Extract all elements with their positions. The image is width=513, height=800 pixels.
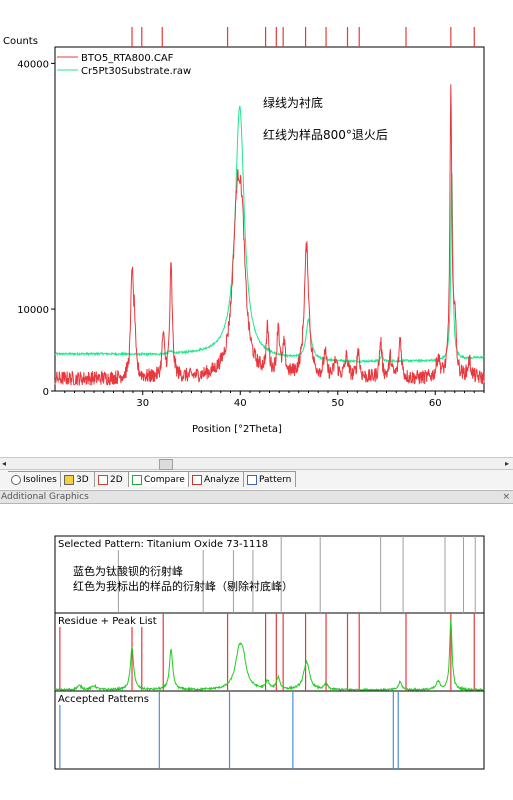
plot-area <box>54 46 485 392</box>
xrd-main-chart: 30 40 50 60 0 10000 40000 BTO5_RTA800.CAF Cr5P… <box>3 27 485 435</box>
compare-icon <box>132 474 142 485</box>
selected-pattern-label: Selected Pattern: Titanium Oxide 73-1118 <box>58 539 268 550</box>
panel-title: Additional Graphics <box>1 492 89 502</box>
y-axis-label: Counts <box>3 36 38 47</box>
residue-trace <box>54 619 484 692</box>
scroll-right-icon[interactable]: ▸ <box>504 459 509 468</box>
y-tick-label: 0 <box>43 387 49 398</box>
2d-icon <box>98 474 108 485</box>
isolines-icon <box>11 474 21 485</box>
annotation-blue-note: 蓝色为钛酸钡的衍射峰 <box>73 564 183 578</box>
tab-label-isolines: Isolines <box>23 474 57 485</box>
x-tick-label: 60 <box>429 398 442 409</box>
legend-background <box>56 49 196 79</box>
tab-isolines[interactable]: Isolines <box>8 471 61 487</box>
accepted-label-bg <box>56 692 151 705</box>
scroll-left-icon[interactable]: ◂ <box>2 459 7 468</box>
x-tick-label: 40 <box>234 398 247 409</box>
axes-group: 30 40 50 60 0 10000 40000 <box>17 46 485 409</box>
x-axis-label: Position [°2Theta] <box>192 424 282 435</box>
x-tick-label: 30 <box>136 398 149 409</box>
horizontal-scrollbar[interactable]: ◂ ▸ <box>0 457 513 470</box>
tab-2d[interactable]: 2D <box>95 471 129 487</box>
legend: BTO5_RTA800.CAF Cr5Pt30Substrate.raw <box>56 49 196 79</box>
tab-label-2d: 2D <box>110 474 123 485</box>
y-tick-label: 40000 <box>17 59 49 70</box>
scroll-thumb[interactable] <box>159 459 173 470</box>
tab-compare[interactable]: Compare <box>129 471 189 487</box>
pattern-compare-chart: Selected Pattern: Titanium Oxide 73-1118… <box>54 535 485 770</box>
annotation-substrate-note: 绿线为衬底 <box>263 95 323 110</box>
annotation-sample-note: 红线为样品800°退火后 <box>263 127 388 142</box>
series-group <box>54 84 485 386</box>
tab-3d[interactable]: 3D <box>61 471 95 487</box>
tab-label-compare: Compare <box>144 474 185 485</box>
residue-label-bg <box>56 614 159 627</box>
x-tick-label: 50 <box>331 398 344 409</box>
accepted-panel-label: Accepted Patterns <box>58 694 149 705</box>
selected-pattern-label-bg <box>56 537 270 550</box>
tab-pattern[interactable]: Pattern <box>244 471 296 487</box>
tab-label-3d: 3D <box>76 474 89 485</box>
tab-label-pattern: Pattern <box>259 474 292 485</box>
tab-label-analyze: Analyze <box>204 474 240 485</box>
analyze-icon <box>192 474 202 485</box>
bottom-frame <box>54 535 485 770</box>
residue-panel-label: Residue + Peak List <box>58 616 157 627</box>
additional-graphics-header: Additional Graphics × <box>0 490 513 504</box>
panel-close-icon[interactable]: × <box>502 492 510 502</box>
reference-lines <box>131 27 475 47</box>
series-sample <box>54 84 485 386</box>
3d-icon <box>64 474 74 485</box>
view-tab-bar: Isolines 3D 2D Compare Analyze Pattern <box>0 470 513 489</box>
legend-label-sample: BTO5_RTA800.CAF <box>81 53 174 64</box>
pattern-icon <box>247 474 257 485</box>
legend-label-substrate: Cr5Pt30Substrate.raw <box>81 66 191 77</box>
annotation-red-note: 红色为我标出的样品的衍射峰（剔除衬底峰） <box>73 579 293 593</box>
y-tick-label: 10000 <box>17 305 49 316</box>
tab-analyze[interactable]: Analyze <box>189 471 244 487</box>
